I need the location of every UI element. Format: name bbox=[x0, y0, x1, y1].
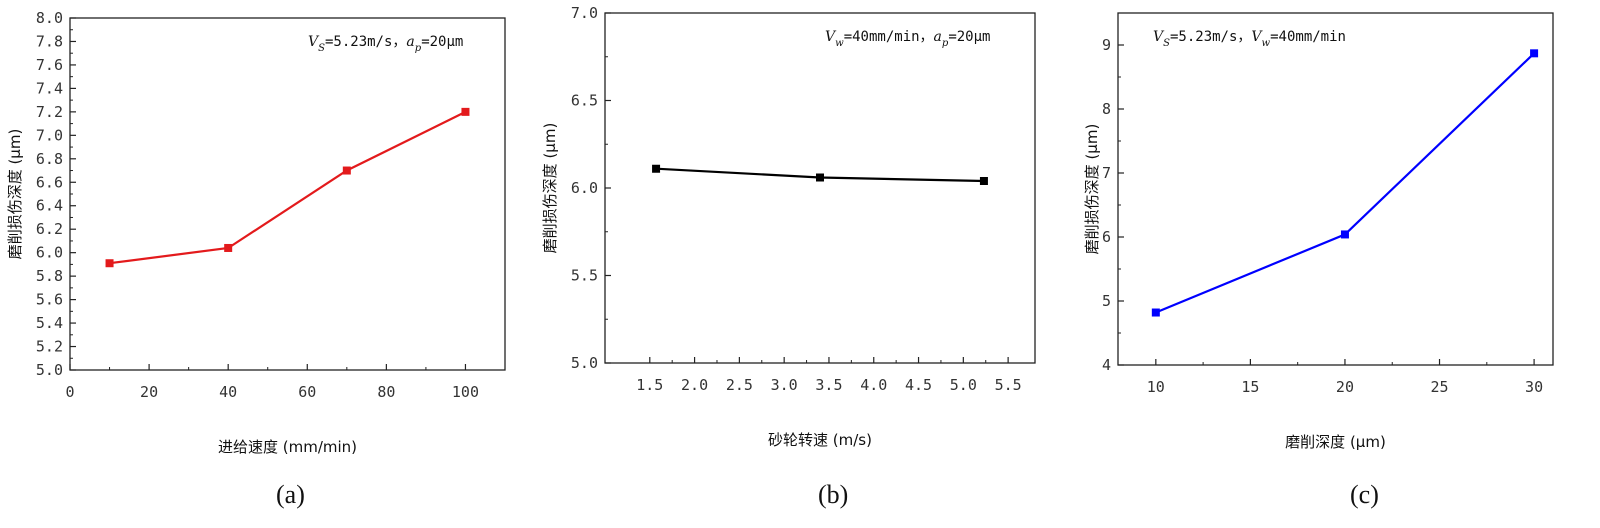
y-axis-label: 磨削损伤深度 (μm) bbox=[541, 123, 559, 254]
panel-label: (a) bbox=[276, 480, 305, 509]
y-tick-label: 7.0 bbox=[36, 126, 63, 144]
annotation-part: a bbox=[934, 29, 942, 45]
annotation-part: p bbox=[942, 38, 949, 49]
series-line bbox=[1155, 52, 1535, 314]
y-axis-label: 磨削损伤深度 (μm) bbox=[1083, 124, 1101, 255]
y-tick-label: 7.4 bbox=[36, 79, 63, 97]
annotation-part: w bbox=[1262, 38, 1271, 49]
y-tick-label: 7.0 bbox=[571, 4, 598, 22]
data-point-marker bbox=[1340, 230, 1349, 239]
y-tick-label: 7.8 bbox=[36, 32, 63, 50]
x-tick-label: 5.0 bbox=[950, 376, 977, 394]
y-tick-label: 6.0 bbox=[36, 244, 63, 262]
condition-annotation: VS=5.23m/s，ap=20μm bbox=[308, 34, 463, 54]
data-point-marker bbox=[461, 107, 470, 116]
data-point-marker bbox=[342, 166, 351, 175]
y-tick-label: 6.4 bbox=[36, 197, 63, 215]
y-tick-label: 5.0 bbox=[571, 354, 598, 372]
x-tick-label: 40 bbox=[219, 383, 237, 401]
condition-annotation: VS=5.23m/s，Vw=40mm/min bbox=[1153, 29, 1346, 49]
y-tick-label: 7.2 bbox=[36, 103, 63, 121]
x-tick-label: 20 bbox=[1336, 378, 1354, 396]
x-axis-label: 砂轮转速 (m/s) bbox=[768, 431, 872, 449]
x-tick-label: 10 bbox=[1147, 378, 1165, 396]
annotation-part: w bbox=[835, 38, 844, 49]
x-axis-label: 进给速度 (mm/min) bbox=[218, 438, 357, 456]
plot-frame bbox=[1117, 12, 1554, 366]
x-axis-label: 磨削深度 (μm) bbox=[1285, 433, 1386, 451]
y-tick-label: 9 bbox=[1102, 36, 1111, 54]
data-point-marker bbox=[1530, 49, 1539, 58]
x-tick-label: 15 bbox=[1241, 378, 1259, 396]
x-tick-label: 3.5 bbox=[815, 376, 842, 394]
y-tick-label: 6.8 bbox=[36, 150, 63, 168]
annotation-part: =20μm bbox=[948, 29, 990, 45]
x-tick-label: 1.5 bbox=[636, 376, 663, 394]
x-tick-label: 25 bbox=[1430, 378, 1448, 396]
y-tick-label: 5.5 bbox=[571, 267, 598, 285]
annotation-part: =20μm bbox=[421, 34, 463, 50]
y-tick-label: 7 bbox=[1102, 164, 1111, 182]
y-tick-label: 8.0 bbox=[36, 9, 63, 27]
series-line bbox=[109, 110, 466, 265]
annotation-part: V bbox=[825, 29, 837, 45]
annotation-part: S bbox=[318, 43, 325, 54]
y-tick-label: 5.4 bbox=[36, 314, 63, 332]
y-tick-label: 6.2 bbox=[36, 220, 63, 238]
x-tick-label: 3.0 bbox=[771, 376, 798, 394]
panel-label: (b) bbox=[818, 480, 848, 509]
x-tick-label: 80 bbox=[377, 383, 395, 401]
y-tick-label: 4 bbox=[1102, 356, 1111, 374]
y-tick-label: 8 bbox=[1102, 100, 1111, 118]
x-tick-label: 2.0 bbox=[681, 376, 708, 394]
y-tick-label: 7.6 bbox=[36, 56, 63, 74]
x-tick-label: 4.5 bbox=[905, 376, 932, 394]
annotation-part: =5.23m/s， bbox=[325, 34, 406, 50]
y-tick-label: 6 bbox=[1102, 228, 1111, 246]
data-point-marker bbox=[652, 164, 661, 173]
x-tick-label: 100 bbox=[452, 383, 479, 401]
annotation-part: p bbox=[415, 43, 422, 54]
annotation-part: a bbox=[406, 34, 414, 50]
y-tick-label: 5.0 bbox=[36, 361, 63, 379]
plot-frame bbox=[69, 17, 506, 371]
x-tick-label: 5.5 bbox=[995, 376, 1022, 394]
plot-frame bbox=[604, 12, 1036, 364]
y-tick-label: 5 bbox=[1102, 292, 1111, 310]
x-tick-label: 4.0 bbox=[860, 376, 887, 394]
x-tick-label: 0 bbox=[65, 383, 74, 401]
annotation-part: =40mm/min， bbox=[844, 29, 934, 45]
x-tick-label: 2.5 bbox=[726, 376, 753, 394]
annotation-part: V bbox=[1251, 29, 1263, 45]
x-tick-label: 30 bbox=[1525, 378, 1543, 396]
x-tick-label: 60 bbox=[298, 383, 316, 401]
data-point-marker bbox=[224, 243, 233, 252]
annotation-part: S bbox=[1163, 38, 1170, 49]
condition-annotation: Vw=40mm/min，ap=20μm bbox=[825, 29, 990, 49]
data-point-marker bbox=[816, 173, 824, 182]
data-point-marker bbox=[105, 259, 114, 268]
annotation-part: V bbox=[308, 34, 320, 50]
y-tick-label: 6.0 bbox=[571, 179, 598, 197]
x-tick-label: 20 bbox=[140, 383, 158, 401]
y-tick-label: 6.5 bbox=[571, 92, 598, 110]
panel-label: (c) bbox=[1350, 480, 1379, 509]
annotation-part: V bbox=[1153, 29, 1165, 45]
y-tick-label: 6.6 bbox=[36, 173, 63, 191]
y-axis-label: 磨削损伤深度 (μm) bbox=[6, 129, 24, 260]
annotation-part: =40mm/min bbox=[1270, 29, 1346, 45]
y-tick-label: 5.6 bbox=[36, 291, 63, 309]
data-point-marker bbox=[979, 177, 988, 185]
annotation-part: =5.23m/s， bbox=[1170, 29, 1251, 45]
y-tick-label: 5.8 bbox=[36, 267, 63, 285]
data-point-marker bbox=[1151, 308, 1160, 317]
y-tick-label: 5.2 bbox=[36, 338, 63, 356]
